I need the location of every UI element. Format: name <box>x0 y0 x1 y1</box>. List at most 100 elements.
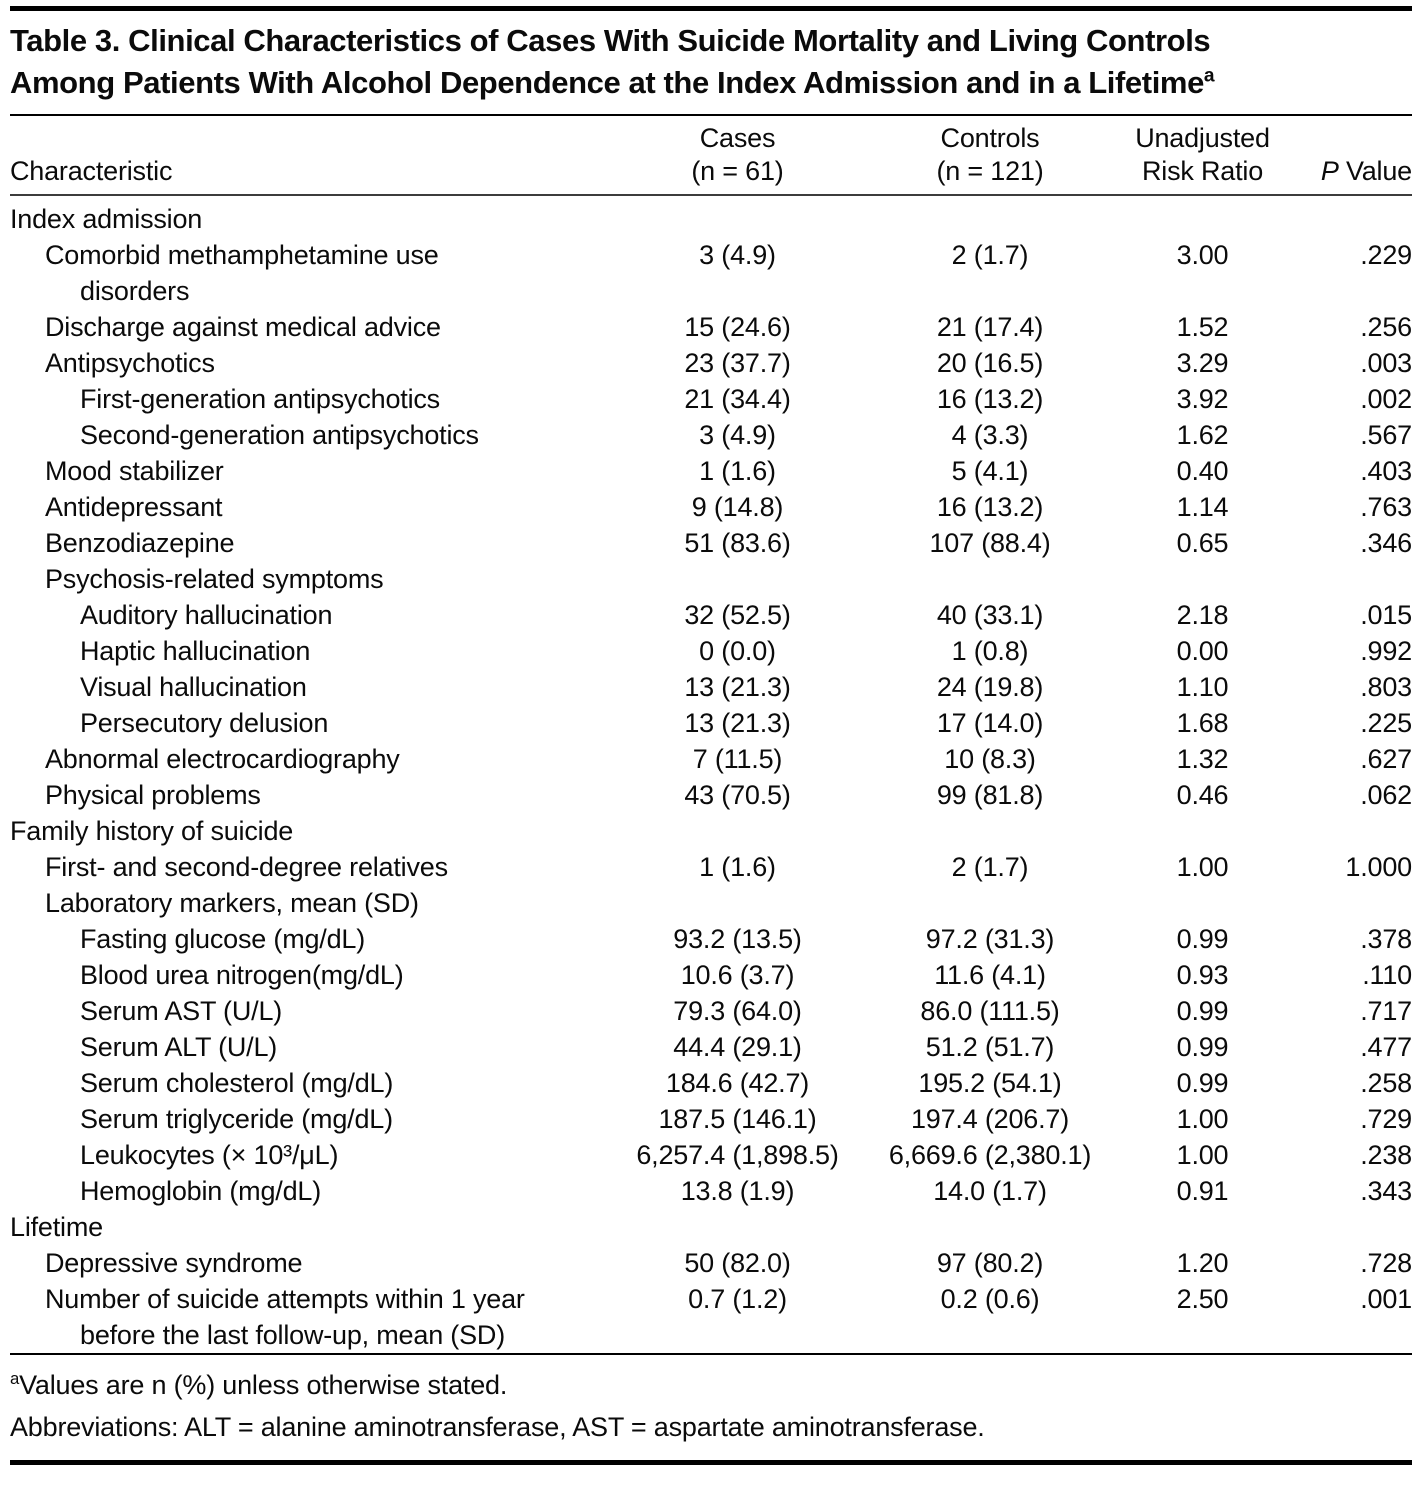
risk-ratio-value <box>1115 885 1290 921</box>
top-rule <box>10 6 1412 11</box>
controls-value: 11.6 (4.1) <box>934 960 1046 990</box>
table-title-superscript: a <box>1203 65 1215 87</box>
cases-value: 50 (82.0) <box>684 1248 791 1278</box>
p-value: .343 <box>1360 1176 1412 1206</box>
risk-ratio-value: 2.50 <box>1176 1284 1229 1314</box>
footnotes: aValues are n (%) unless otherwise state… <box>10 1355 1412 1460</box>
risk-ratio-value: 1.68 <box>1176 708 1229 738</box>
controls-value <box>865 561 1115 597</box>
controls-value: 86.0 (111.5) <box>920 996 1060 1026</box>
p-value: .477 <box>1360 1032 1412 1062</box>
row-label: Visual hallucination <box>80 672 307 702</box>
risk-ratio-value: 0.65 <box>1176 528 1229 558</box>
cases-value: 1 (1.6) <box>699 456 776 486</box>
cases-value: 13.8 (1.9) <box>680 1176 795 1206</box>
row-label: Family history of suicide <box>10 816 294 846</box>
row-label: Serum AST (U/L) <box>80 996 283 1026</box>
cases-value: 13 (21.3) <box>684 708 791 738</box>
table-row: Auditory hallucination 32 (52.5) 40 (33.1)… <box>10 597 1412 633</box>
controls-value: 97 (80.2) <box>936 1248 1044 1278</box>
header-row: Characteristic Cases (n = 61) Controls (n … <box>10 116 1412 196</box>
cases-value <box>610 561 865 597</box>
controls-value <box>865 813 1115 849</box>
row-label: Laboratory markers, mean (SD) <box>45 888 419 918</box>
table-row: Visual hallucination 13 (21.3) 24 (19.8) 1.… <box>10 669 1412 705</box>
controls-value: 2 (1.7) <box>951 240 1029 270</box>
row-label: Serum cholesterol (mg/dL) <box>80 1068 394 1098</box>
table-row: First-generation antipsychotics 21 (34.4)… <box>10 381 1412 417</box>
cases-value: 79.3 (64.0) <box>673 996 802 1026</box>
table-row: Antidepressant 9 (14.8) 16 (13.2) 1.14 .763 <box>10 489 1412 525</box>
table-row: Comorbid methamphetamine use disorders 3 … <box>10 237 1412 309</box>
row-label: Fasting glucose (mg/dL) <box>80 924 366 954</box>
cases-value: 187.5 (146.1) <box>658 1104 817 1134</box>
footnote-divider-rule <box>10 1353 1412 1355</box>
p-value: .256 <box>1360 312 1412 342</box>
p-value: .238 <box>1360 1140 1412 1170</box>
cases-value <box>610 885 865 921</box>
risk-ratio-value: 1.00 <box>1176 852 1229 882</box>
cases-value: 9 (14.8) <box>691 492 784 522</box>
cases-value: 184.6 (42.7) <box>665 1068 810 1098</box>
controls-value <box>865 195 1115 237</box>
row-label: Serum triglyceride (mg/dL) <box>80 1104 393 1134</box>
controls-value: 0.2 (0.6) <box>940 1284 1040 1314</box>
cases-value: 10.6 (3.7) <box>680 960 795 990</box>
p-value: .003 <box>1360 348 1412 378</box>
risk-ratio-value: 1.32 <box>1176 744 1229 774</box>
cases-value: 51 (83.6) <box>684 528 791 558</box>
table-row: Discharge against medical advice 15 (24.6… <box>10 309 1412 345</box>
p-value: .346 <box>1360 528 1412 558</box>
cases-value: 43 (70.5) <box>684 780 791 810</box>
row-label: Antidepressant <box>45 492 223 522</box>
controls-value: 5 (4.1) <box>951 456 1029 486</box>
p-value: .763 <box>1360 492 1412 522</box>
p-value: .627 <box>1360 744 1412 774</box>
cases-value <box>610 195 865 237</box>
row-label: Persecutory delusion <box>80 708 329 738</box>
risk-ratio-value: 0.91 <box>1176 1176 1229 1206</box>
controls-value <box>865 1209 1115 1245</box>
p-value: .729 <box>1360 1104 1412 1134</box>
row-label: Haptic hallucination <box>80 636 311 666</box>
risk-ratio-value: 3.29 <box>1176 348 1229 378</box>
footnote-abbreviations: Abbreviations: ALT = alanine aminotransf… <box>10 1412 985 1442</box>
table-row: Blood urea nitrogen(mg/dL) 10.6 (3.7) 11.6… <box>10 957 1412 993</box>
risk-ratio-value <box>1115 195 1290 237</box>
row-label: Depressive syndrome <box>45 1248 303 1278</box>
table-row: Serum AST (U/L) 79.3 (64.0) 86.0 (111.5) 0.… <box>10 993 1412 1029</box>
table-row: Fasting glucose (mg/dL) 93.2 (13.5) 97.2 (… <box>10 921 1412 957</box>
table-body: Index admission Comorbid methamphetamine … <box>10 195 1412 1353</box>
cases-value: 32 (52.5) <box>684 600 791 630</box>
controls-value: 24 (19.8) <box>936 672 1044 702</box>
controls-value: 97.2 (31.3) <box>925 924 1055 954</box>
row-label: Physical problems <box>45 780 261 810</box>
column-header-characteristic: Characteristic <box>10 116 610 196</box>
controls-value: 99 (81.8) <box>936 780 1044 810</box>
controls-value: 107 (88.4) <box>929 528 1051 558</box>
controls-value: 2 (1.7) <box>951 852 1029 882</box>
cases-value: 6,257.4 (1,898.5) <box>636 1140 839 1170</box>
row-label: Antipsychotics <box>45 348 215 378</box>
p-value: .728 <box>1360 1248 1412 1278</box>
p-value: .002 <box>1360 384 1412 414</box>
risk-ratio-value: 3.92 <box>1176 384 1229 414</box>
row-label: Serum ALT (U/L) <box>80 1032 278 1062</box>
section-row: Index admission <box>10 195 1412 237</box>
risk-ratio-value: 0.99 <box>1176 1068 1229 1098</box>
risk-ratio-value: 0.99 <box>1176 924 1229 954</box>
column-header-controls: Controls (n = 121) <box>865 116 1115 196</box>
controls-value: 16 (13.2) <box>936 384 1044 414</box>
row-label: Number of suicide attempts within 1 year… <box>45 1284 525 1350</box>
controls-value: 10 (8.3) <box>944 744 1036 774</box>
p-value <box>1290 1209 1412 1245</box>
row-label: Auditory hallucination <box>80 600 333 630</box>
cases-value: 93.2 (13.5) <box>673 924 802 954</box>
controls-value: 21 (17.4) <box>936 312 1044 342</box>
controls-value: 195.2 (54.1) <box>918 1068 1062 1098</box>
risk-ratio-value: 0.00 <box>1176 636 1229 666</box>
risk-ratio-value: 3.00 <box>1176 240 1229 270</box>
table-row: Benzodiazepine 51 (83.6) 107 (88.4) 0.65 .34… <box>10 525 1412 561</box>
p-value <box>1290 195 1412 237</box>
cases-value: 3 (4.9) <box>699 240 776 270</box>
